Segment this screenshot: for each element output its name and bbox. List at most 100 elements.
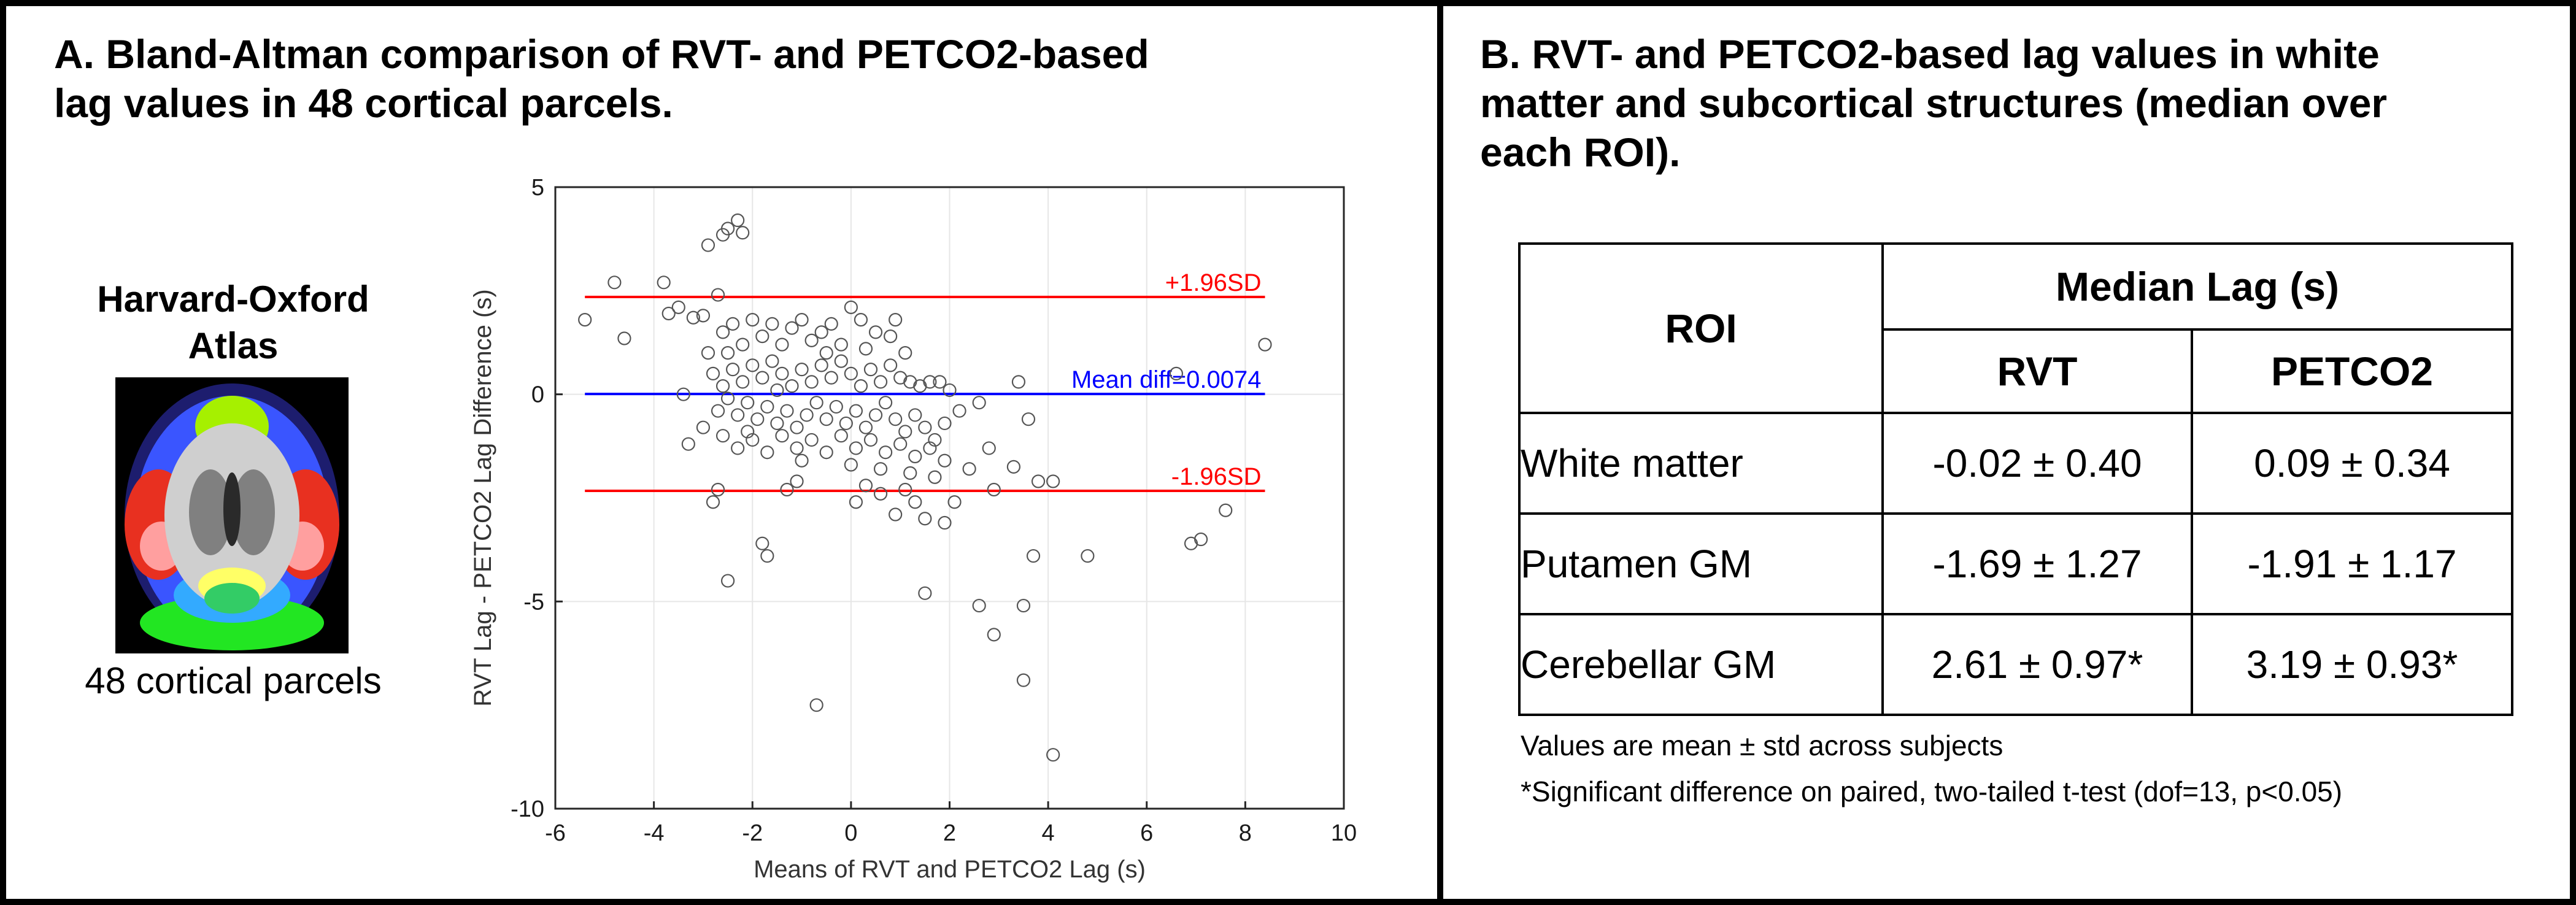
data-point [795,363,809,377]
data-point [746,358,760,372]
data-point [814,325,828,339]
data-point [795,313,809,327]
data-point [706,366,720,381]
roi-cell: Putamen GM [1518,512,1884,615]
data-point [804,433,819,447]
data-point [780,482,794,497]
data-point [790,474,804,488]
y-tick-label: -10 [511,796,544,822]
data-point [607,275,622,290]
data-point [933,375,947,389]
data-point [720,346,735,360]
x-axis-ticks: -6 -4 -2 0 2 4 6 8 10 [545,801,1357,846]
data-point [676,387,690,401]
rvt-header: RVT [1881,328,2193,414]
data-point [1194,532,1208,547]
data-point [923,375,937,389]
data-point [804,333,819,347]
data-point [873,375,888,389]
data-point [868,408,883,422]
data-point [972,396,986,410]
data-point [844,458,858,472]
data-point [770,383,784,398]
data-point [947,495,962,509]
data-point [755,536,769,550]
data-point [918,586,932,600]
data-point [938,416,952,431]
data-point [706,495,720,509]
atlas-title-line2: Atlas [188,325,279,366]
lag-table: ROI Median Lag (s) RVT PETCO2 White matt… [1518,242,2513,716]
data-point [715,379,730,393]
data-point [972,598,986,613]
data-point [775,337,789,352]
data-point [755,371,769,385]
panel-a-title-line1: A. Bland-Altman comparison of RVT- and P… [54,31,1149,77]
data-point [1046,474,1060,488]
roi-cell: Cerebellar GM [1518,613,1884,716]
data-point [849,404,863,418]
x-tick-label: 8 [1239,820,1252,846]
data-point [928,470,942,484]
data-point [671,300,685,314]
data-point [819,445,833,460]
median-lag-header: Median Lag (s) [1881,242,2513,331]
data-point [987,482,1001,497]
petco2-cell: 0.09 ± 0.34 [2191,412,2513,515]
data-point [878,445,893,460]
data-point [617,331,631,345]
data-point [938,453,952,468]
data-point [765,354,779,368]
data-point [962,462,976,476]
data-point [760,399,774,414]
data-point [854,313,868,327]
data-point [903,466,917,480]
scatter-points [578,213,1272,762]
data-point [711,482,725,497]
data-point [770,416,784,431]
data-point [736,226,750,240]
data-point [731,441,745,455]
x-tick-label: -2 [742,820,763,846]
data-point [741,396,755,410]
panel-b-title-line3: each ROI). [1480,129,1681,175]
data-point [701,238,715,252]
y-tick-label: -5 [523,589,544,615]
data-point [873,487,888,501]
petco2-header: PETCO2 [2191,328,2513,414]
upper-limit-label: +1.96SD [1165,269,1262,296]
data-point [790,441,804,455]
table-row: Cerebellar GM 2.61 ± 0.97* 3.19 ± 0.93* [1518,613,2513,716]
data-point [1021,412,1036,426]
data-point [775,429,789,443]
data-point [889,313,903,327]
data-point [686,310,700,325]
table-row: Putamen GM -1.69 ± 1.27 -1.91 ± 1.17 [1518,512,2513,615]
data-point [1031,474,1046,488]
rvt-cell: -1.69 ± 1.27 [1881,512,2193,615]
x-tick-label: 6 [1140,820,1153,846]
panel-b-title-line1: B. RVT- and PETCO2-based lag values in w… [1480,31,2380,77]
data-point [720,574,735,588]
data-point [1046,748,1060,762]
data-point [696,309,711,323]
data-point [715,325,730,339]
data-point [657,275,671,290]
data-point [982,441,996,455]
data-point [893,437,908,451]
data-point [701,346,715,360]
roi-header: ROI [1518,242,1884,414]
rvt-cell: -0.02 ± 0.40 [1881,412,2193,515]
data-point [711,404,725,418]
data-point [715,228,730,242]
data-point [898,425,912,439]
data-point [854,379,868,393]
data-point [711,288,725,302]
atlas-caption: 48 cortical parcels [85,660,382,701]
mean-diff-label: Mean diff=0.0074 [1071,366,1262,393]
y-tick-label: 0 [531,382,544,408]
data-point [898,346,912,360]
data-point [908,408,922,422]
data-point [804,375,819,389]
y-tick-label: 5 [531,175,544,201]
